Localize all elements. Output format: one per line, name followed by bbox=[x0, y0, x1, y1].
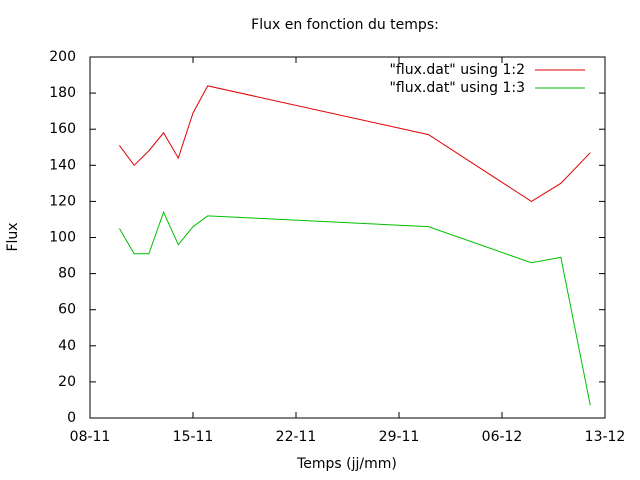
series-line bbox=[118, 210, 591, 406]
x-axis-label: Temps (jj/mm) bbox=[296, 456, 397, 472]
y-tick-label: 0 bbox=[67, 410, 76, 426]
y-tick-label: 120 bbox=[49, 193, 76, 209]
y-tick-label: 60 bbox=[58, 302, 76, 318]
y-tick-label: 40 bbox=[58, 338, 76, 354]
y-tick-label: 160 bbox=[49, 121, 76, 137]
y-tick-label: 80 bbox=[58, 266, 76, 282]
x-tick-label: 13-12 bbox=[585, 429, 626, 445]
legend-label: "flux.dat" using 1:3 bbox=[389, 80, 525, 96]
y-axis-label: Flux bbox=[5, 222, 21, 251]
x-tick-label: 29-11 bbox=[379, 429, 420, 445]
y-tick-label: 100 bbox=[49, 230, 76, 246]
plot-border bbox=[89, 56, 606, 419]
x-tick-label: 22-11 bbox=[276, 429, 317, 445]
series-line bbox=[119, 85, 591, 202]
y-tick-label: 200 bbox=[49, 49, 76, 65]
legend-label: "flux.dat" using 1:2 bbox=[389, 62, 525, 78]
x-tick-label: 15-11 bbox=[173, 429, 214, 445]
y-tick-label: 20 bbox=[58, 374, 76, 390]
y-tick-label: 140 bbox=[49, 157, 76, 173]
y-tick-label: 180 bbox=[49, 85, 76, 101]
x-tick-label: 06-12 bbox=[482, 429, 523, 445]
chart-title: Flux en fonction du temps: bbox=[251, 17, 439, 33]
x-tick-label: 08-11 bbox=[70, 429, 111, 445]
